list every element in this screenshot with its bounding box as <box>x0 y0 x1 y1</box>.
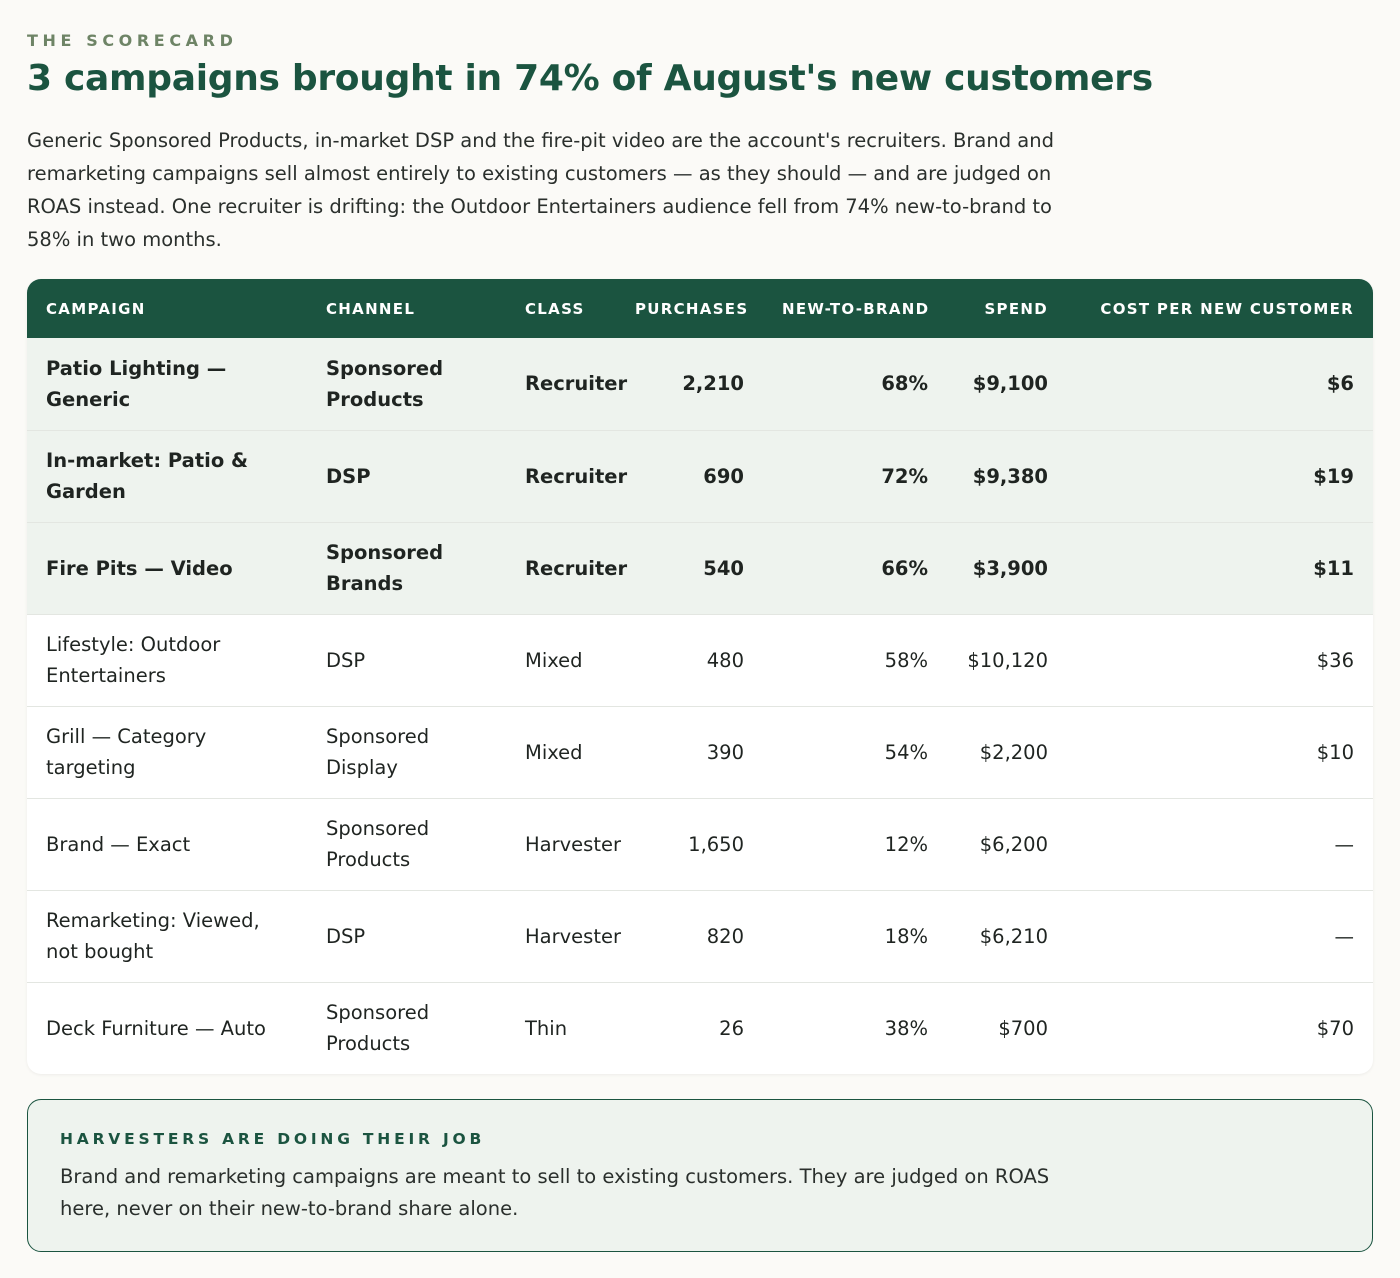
campaign-cell: Brand — Exact <box>46 832 191 856</box>
spend-cell: $9,380 <box>972 464 1048 488</box>
campaign-cell: Deck Furniture — Auto <box>46 1016 266 1040</box>
new-to-brand-cell: 72% <box>881 464 928 488</box>
purchases-cell: 690 <box>703 464 744 488</box>
channel-cell: Sponsored Display <box>326 725 430 779</box>
channel-cell: DSP <box>326 648 366 672</box>
spend-cell: $9,100 <box>972 372 1048 396</box>
table-row: Remarketing: Viewed, not bought DSP Harv… <box>27 890 1373 982</box>
table-row: In-market: Patio & Garden DSP Recruiter … <box>27 430 1373 522</box>
channel-cell: Sponsored Products <box>326 817 430 871</box>
spend-cell: $2,200 <box>979 740 1048 764</box>
cost-per-new-customer-cell: — <box>1334 832 1355 856</box>
spend-cell: $3,900 <box>972 556 1048 580</box>
cost-per-new-customer-cell: $70 <box>1316 1016 1354 1040</box>
column-header-cost-per-new-customer: COST PER NEW CUSTOMER <box>1100 299 1354 318</box>
new-to-brand-cell: 54% <box>884 740 928 764</box>
class-cell: Harvester <box>525 832 621 856</box>
eyebrow-label: THE SCORECARD <box>27 31 238 50</box>
new-to-brand-cell: 58% <box>884 648 928 672</box>
column-header-campaign: CAMPAIGN <box>46 299 146 318</box>
column-header-class: CLASS <box>525 299 585 318</box>
purchases-cell: 540 <box>703 556 744 580</box>
class-cell: Mixed <box>525 648 583 672</box>
new-to-brand-cell: 68% <box>881 372 928 396</box>
purchases-cell: 1,650 <box>688 832 744 856</box>
cost-per-new-customer-cell: $11 <box>1313 556 1354 580</box>
spend-cell: $6,210 <box>979 924 1048 948</box>
page-title: 3 campaigns brought in 74% of August's n… <box>27 58 1153 99</box>
table-row: Brand — Exact Sponsored Products Harvest… <box>27 798 1373 890</box>
column-header-new-to-brand: NEW-TO-BRAND <box>782 299 930 318</box>
column-header-channel: CHANNEL <box>326 299 416 318</box>
new-to-brand-cell: 38% <box>884 1016 928 1040</box>
column-header-spend: SPEND <box>984 299 1048 318</box>
class-cell: Recruiter <box>525 556 628 580</box>
channel-cell: Sponsored Brands <box>326 541 444 595</box>
cost-per-new-customer-cell: $6 <box>1326 372 1354 396</box>
callout-body: Brand and remarketing campaigns are mean… <box>60 1165 1050 1220</box>
campaign-cell: Patio Lighting — Generic <box>46 356 227 411</box>
intro-paragraph: Generic Sponsored Products, in-market DS… <box>27 129 1054 251</box>
column-header-purchases: PURCHASES <box>635 299 749 318</box>
harvesters-callout: HARVESTERS ARE DOING THEIR JOB Brand and… <box>27 1099 1373 1252</box>
class-cell: Thin <box>525 1016 568 1040</box>
table-row: Patio Lighting — Generic Sponsored Produ… <box>27 338 1373 430</box>
cost-per-new-customer-cell: $10 <box>1316 740 1354 764</box>
table-header-row: CAMPAIGN CHANNEL CLASS PURCHASES NEW-TO-… <box>27 279 1373 338</box>
table-row: Grill — Category targeting Sponsored Dis… <box>27 706 1373 798</box>
new-to-brand-cell: 18% <box>884 924 928 948</box>
class-cell: Recruiter <box>525 464 628 488</box>
table-row: Deck Furniture — Auto Sponsored Products… <box>27 982 1373 1074</box>
table-row: Fire Pits — Video Sponsored Brands Recru… <box>27 522 1373 614</box>
channel-cell: Sponsored Products <box>326 1001 430 1056</box>
new-to-brand-cell: 66% <box>881 556 928 580</box>
spend-cell: $10,120 <box>967 648 1048 672</box>
callout-title: HARVESTERS ARE DOING THEIR JOB <box>60 1130 486 1148</box>
purchases-cell: 2,210 <box>682 372 744 396</box>
purchases-cell: 26 <box>719 1016 744 1040</box>
channel-cell: DSP <box>326 924 366 948</box>
spend-cell: $6,200 <box>979 832 1048 856</box>
channel-cell: DSP <box>326 464 371 488</box>
cost-per-new-customer-cell: $36 <box>1316 648 1354 672</box>
scorecard-table: CAMPAIGN CHANNEL CLASS PURCHASES NEW-TO-… <box>27 279 1373 1074</box>
class-cell: Mixed <box>525 740 583 764</box>
purchases-cell: 480 <box>706 648 744 672</box>
channel-cell: Sponsored Products <box>326 356 444 411</box>
class-cell: Harvester <box>525 924 621 948</box>
cost-per-new-customer-cell: — <box>1334 924 1355 948</box>
cost-per-new-customer-cell: $19 <box>1313 464 1354 488</box>
spend-cell: $700 <box>998 1016 1048 1040</box>
campaign-scorecard-table: CAMPAIGN CHANNEL CLASS PURCHASES NEW-TO-… <box>27 279 1373 1074</box>
new-to-brand-cell: 12% <box>884 832 928 856</box>
campaign-cell: Lifestyle: Outdoor Entertainers <box>46 633 221 687</box>
campaign-cell: Fire Pits — Video <box>46 556 233 580</box>
purchases-cell: 820 <box>706 924 744 948</box>
campaign-cell: Grill — Category targeting <box>46 725 207 779</box>
class-cell: Recruiter <box>525 372 628 396</box>
campaign-cell: Remarketing: Viewed, not bought <box>46 909 260 963</box>
purchases-cell: 390 <box>706 740 744 764</box>
table-row: Lifestyle: Outdoor Entertainers DSP Mixe… <box>27 614 1373 706</box>
campaign-cell: In-market: Patio & Garden <box>46 449 249 503</box>
